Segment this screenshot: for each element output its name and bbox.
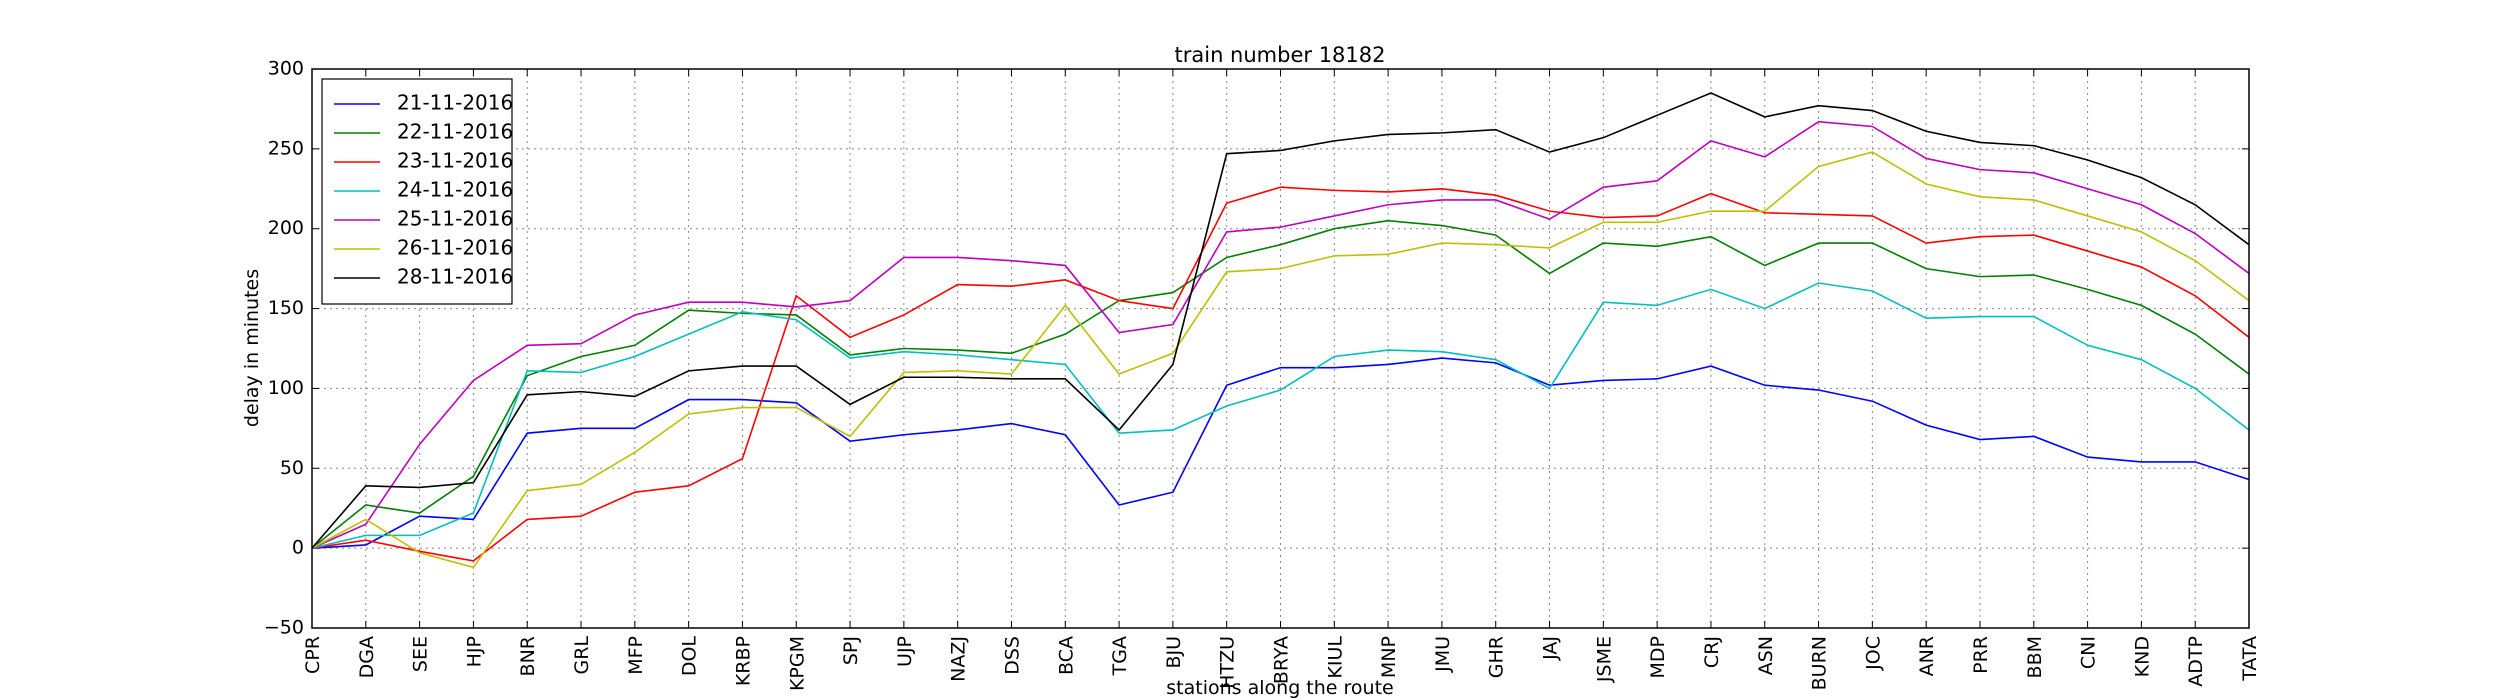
x-tick-label: BNR xyxy=(517,636,539,676)
x-tick-label: BBM xyxy=(2024,636,2046,678)
legend-label: 24-11-2016 xyxy=(397,178,513,202)
series-line xyxy=(311,219,2250,549)
legend-label: 28-11-2016 xyxy=(397,265,513,289)
chart-title: train number 18182 xyxy=(1175,43,1386,67)
legend-label: 22-11-2016 xyxy=(397,120,513,144)
x-tick-label: SEE xyxy=(410,636,432,672)
y-tick-label: 50 xyxy=(280,457,304,479)
x-tick-label: PRR xyxy=(1970,636,1992,674)
x-tick-label: TATA xyxy=(2239,636,2261,682)
x-tick-label: CPR xyxy=(302,636,324,674)
legend-label: 25-11-2016 xyxy=(397,207,513,231)
y-axis-label: delay in minutes xyxy=(241,269,263,427)
x-tick-label: JAJ xyxy=(1540,636,1562,661)
x-tick-label: TGA xyxy=(1109,636,1131,676)
x-tick-label: GHR xyxy=(1486,636,1508,678)
y-tick-label: 150 xyxy=(268,297,304,319)
x-tick-label: JOC xyxy=(1862,636,1884,671)
x-tick-label: MDP xyxy=(1647,636,1669,678)
x-tick-label: ADTP xyxy=(2185,636,2207,687)
x-tick-label: HJP xyxy=(463,636,485,667)
x-tick-label: HTZU xyxy=(1217,636,1239,689)
legend-label: 26-11-2016 xyxy=(397,236,513,260)
x-axis-label: stations along the route xyxy=(1166,677,1393,699)
series-line xyxy=(311,282,2250,549)
x-tick-label: CRJ xyxy=(1701,636,1723,668)
x-tick-label: BURN xyxy=(1809,636,1831,690)
y-tick-label: 100 xyxy=(268,377,304,399)
x-tick-label: CNI xyxy=(2078,636,2100,669)
legend-label: 23-11-2016 xyxy=(397,149,513,173)
x-tick-label: KRBP xyxy=(732,636,754,686)
x-tick-label: GRL xyxy=(571,636,593,675)
x-tick-label: BJU xyxy=(1163,636,1185,669)
x-tick-label: DOL xyxy=(679,636,701,677)
plot-frame xyxy=(311,68,2250,629)
legend-label: 21-11-2016 xyxy=(397,91,513,115)
series-line xyxy=(311,357,2250,549)
x-tick-label: UJP xyxy=(894,636,916,667)
x-tick-label: DGA xyxy=(356,636,378,678)
x-tick-label: KND xyxy=(2131,636,2153,677)
x-tick-label: MFP xyxy=(625,636,647,675)
x-tick-label: BCA xyxy=(1055,636,1077,675)
x-tick-label: DSS xyxy=(1001,636,1023,675)
x-tick-label: KPGM xyxy=(786,636,808,691)
x-tick-label: JMU xyxy=(1432,636,1454,673)
y-tick-label: 200 xyxy=(268,217,304,239)
series-line xyxy=(311,186,2250,562)
x-tick-label: ANR xyxy=(1916,636,1938,676)
x-tick-label: NAZJ xyxy=(948,636,970,682)
x-tick-label: ASN xyxy=(1755,636,1777,675)
y-tick-label: −50 xyxy=(264,617,304,639)
x-tick-label: SPJ xyxy=(840,636,862,665)
x-tick-label: BRYA xyxy=(1271,636,1293,684)
series-line xyxy=(311,151,2250,569)
x-tick-label: KIUL xyxy=(1324,636,1346,679)
y-tick-label: 0 xyxy=(292,537,304,559)
series-line xyxy=(311,120,2250,549)
x-tick-label: JSME xyxy=(1593,636,1615,683)
y-tick-label: 300 xyxy=(268,58,304,80)
y-tick-label: 250 xyxy=(268,137,304,159)
x-tick-label: MNP xyxy=(1378,636,1400,678)
series-line xyxy=(311,92,2250,549)
